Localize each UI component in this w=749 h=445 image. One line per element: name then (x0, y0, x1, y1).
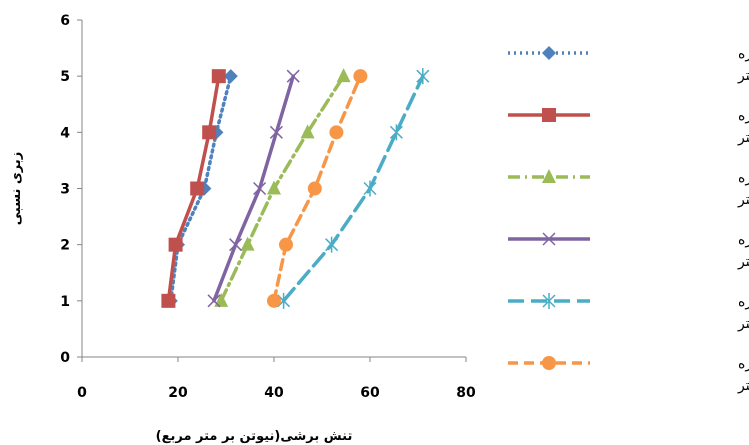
data-point (207, 294, 221, 308)
data-point (223, 69, 238, 84)
series-line (281, 74, 425, 303)
data-point (336, 68, 351, 83)
x-tick-label: 80 (456, 385, 476, 401)
legend-label: بستر سیلابشت اندازه (738, 294, 749, 310)
series-3 (214, 68, 351, 307)
legend-item-2: بستر کانال اصلی اندازه زبری ۰٫۰۰۱۳۱ متر (508, 108, 749, 146)
legend-label: زبری ۰٫۰۰۴۶ متر (737, 192, 749, 208)
legend-item-6: بستر کانال اصلی اندازه زبری ۰٫۰۱ متر (508, 356, 749, 394)
data-point (190, 181, 205, 196)
data-point (363, 180, 377, 197)
data-point (353, 69, 368, 84)
y-tick-label: 1 (60, 294, 70, 310)
y-tick-label: 4 (60, 125, 70, 141)
legend-marker (542, 46, 556, 60)
y-tick-label: 5 (60, 69, 70, 85)
y-tick-label: 0 (60, 350, 70, 366)
series-group (161, 68, 430, 309)
legend-label: بستر سیلابشت اندازه (738, 46, 749, 62)
data-point (211, 69, 226, 84)
data-point (300, 124, 315, 139)
legend-marker (542, 293, 556, 309)
y-tick-label: 6 (60, 13, 70, 29)
data-point (269, 125, 283, 139)
series-5 (277, 68, 430, 309)
data-point (240, 236, 255, 251)
legend-marker (542, 169, 556, 183)
legend-label: بستر کانال اصلی اندازه (738, 108, 749, 124)
legend-item-4: بستر کانال اصلی اندازه زبری ۰٫۰۰۴۶ متر (508, 232, 749, 270)
data-point (229, 238, 243, 252)
axes (77, 19, 467, 362)
x-axis-title: تنش برشی(نیوتن بر متر مربع) (156, 429, 353, 444)
legend-label: بستر کانال اصلی اندازه (738, 356, 749, 372)
x-tick-label: 60 (360, 385, 380, 401)
legend-marker (542, 356, 556, 370)
data-point (325, 236, 339, 253)
data-point (267, 293, 281, 308)
x-tick-label: 40 (264, 385, 284, 401)
series-4 (207, 69, 300, 308)
legend-label: بستر سیلابشت اندازه (738, 170, 749, 186)
data-point (329, 125, 344, 140)
data-point (279, 237, 293, 252)
legend-label: زبری ۰٫۰۰۴۶ متر (737, 254, 749, 270)
legend-item-1: بستر سیلابشت اندازه زبری ۰٫۰۰۱۳۱ متر (508, 46, 749, 84)
y-tick-label: 3 (60, 182, 70, 198)
series-6 (267, 69, 368, 308)
legend-marker (542, 232, 556, 246)
data-point (168, 237, 183, 252)
legend-marker (542, 108, 556, 122)
x-tick-label: 20 (168, 385, 188, 401)
legend-item-3: بستر سیلابشت اندازه زبری ۰٫۰۰۴۶ متر (508, 169, 749, 208)
data-point (389, 124, 403, 141)
legend-label: بستر کانال اصلی اندازه (738, 232, 749, 248)
data-point (214, 292, 229, 307)
y-axis-title: زبری نسبی (9, 152, 24, 225)
legend-label: زبری ۰٫۰۰۱۳۱ متر (737, 68, 749, 84)
legend-label: زبری ۰٫۰۱ متر (737, 378, 749, 394)
legend-label: زبری ۰٫۰۰۱۳۱ متر (737, 130, 749, 146)
data-point (253, 181, 267, 196)
data-point (416, 68, 430, 85)
series-2 (161, 69, 226, 308)
legend-item-5: بستر سیلابشت اندازه زبری ۰٫۰۱ متر (508, 293, 749, 332)
data-point (161, 293, 176, 308)
legend: بستر سیلابشت اندازهزبری ۰٫۰۰۱۳۱ متربستر … (508, 46, 749, 394)
legend-label: زبری ۰٫۰۱ متر (737, 316, 749, 332)
data-point (286, 69, 300, 83)
data-point (202, 125, 217, 140)
x-tick-label: 0 (77, 385, 87, 401)
data-point (307, 181, 322, 196)
y-tick-label: 2 (60, 238, 70, 254)
data-point (267, 180, 281, 195)
